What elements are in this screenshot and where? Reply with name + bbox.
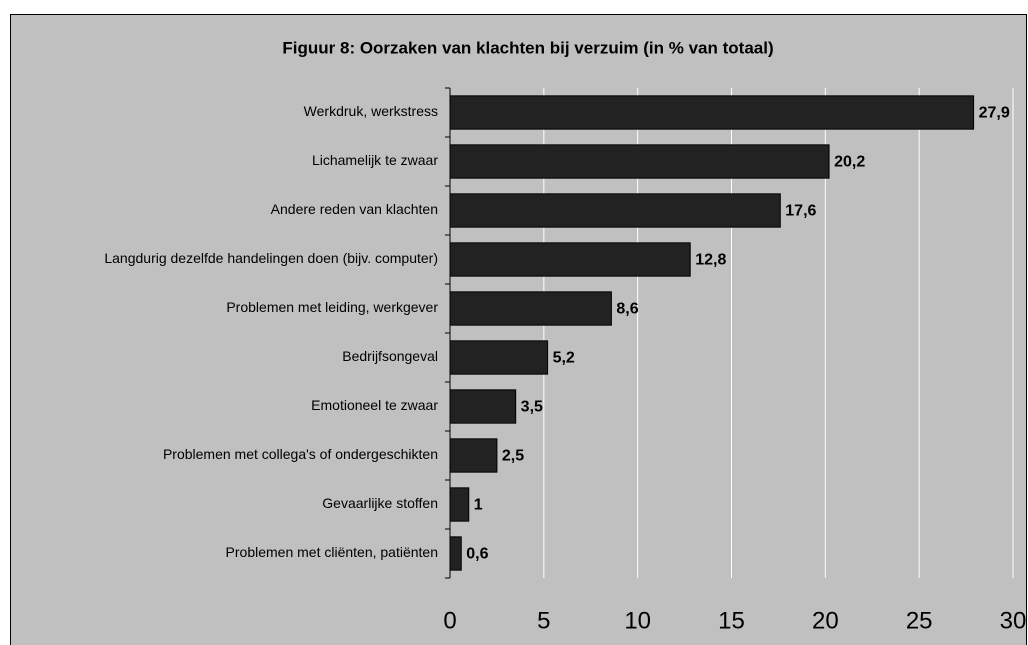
y-tick-label: Problemen met cliënten, patiënten: [226, 544, 438, 560]
bar: [449, 487, 470, 522]
y-tick-label: Andere reden van klachten: [271, 201, 438, 217]
y-tick-label: Emotioneel te zwaar: [311, 397, 438, 413]
x-tick-label: 5: [537, 607, 550, 634]
value-label: 5,2: [553, 350, 575, 367]
x-tick-label: 15: [718, 607, 745, 634]
value-label: 27,9: [979, 105, 1010, 122]
bar: [449, 340, 549, 375]
x-tick-label: 30: [1000, 607, 1027, 634]
value-label: 1: [474, 497, 483, 514]
value-label: 8,6: [616, 301, 638, 318]
bar: [449, 95, 975, 130]
value-label: 2,5: [502, 448, 524, 465]
x-tick-label: 20: [812, 607, 839, 634]
y-tick-label: Bedrijfsongeval: [342, 348, 438, 364]
bar: [449, 242, 691, 277]
bar: [449, 291, 612, 326]
value-label: 0,6: [466, 546, 488, 563]
bar: [449, 438, 498, 473]
y-tick-label: Werkdruk, werkstress: [304, 103, 438, 119]
x-tick-label: 0: [443, 607, 456, 634]
bar: [449, 193, 781, 228]
value-label: 20,2: [834, 154, 865, 171]
y-tick-label: Gevaarlijke stoffen: [322, 495, 438, 511]
x-tick-label: 10: [624, 607, 651, 634]
y-tick-label: Lichamelijk te zwaar: [312, 152, 438, 168]
y-tick-label: Problemen met leiding, werkgever: [226, 299, 438, 315]
x-tick-label: 25: [906, 607, 933, 634]
bar: [449, 536, 462, 571]
y-tick-label: Langdurig dezelfde handelingen doen (bij…: [104, 250, 438, 266]
value-label: 3,5: [521, 399, 543, 416]
chart-title: Figuur 8: Oorzaken van klachten bij verz…: [282, 38, 773, 57]
bar: [449, 389, 517, 424]
y-tick-label: Problemen met collega's of ondergeschikt…: [163, 446, 438, 462]
value-label: 12,8: [695, 252, 726, 269]
value-label: 17,6: [785, 203, 816, 220]
bar: [449, 144, 830, 179]
